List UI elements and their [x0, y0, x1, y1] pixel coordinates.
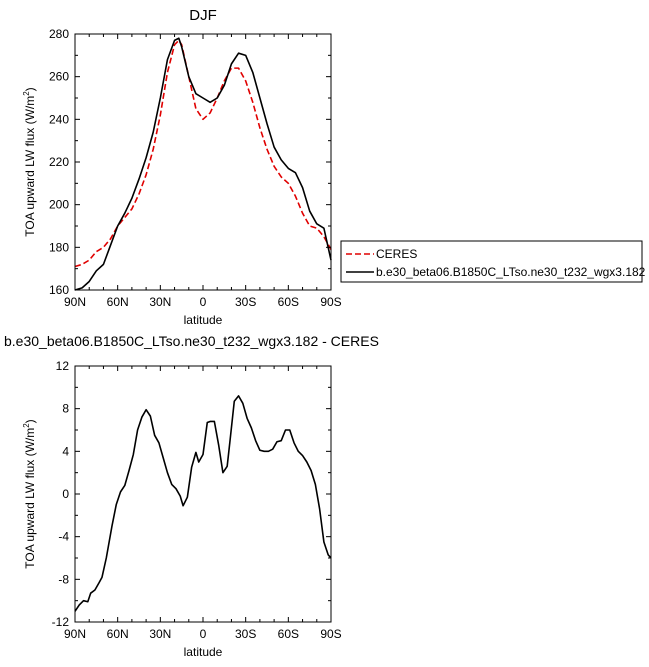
x-tick-label: 0 — [200, 627, 207, 641]
legend-box — [340, 240, 643, 283]
chart-title: b.e30_beta06.B1850C_LTso.ne30_t232_wgx3.… — [4, 333, 379, 349]
y-tick-label: 0 — [62, 487, 69, 501]
y-tick-label: 8 — [62, 402, 69, 416]
y-tick-label: 220 — [49, 155, 69, 169]
plot-frame — [74, 33, 332, 291]
y-tick-label: 200 — [49, 198, 69, 212]
y-axis-label-end: ) — [23, 87, 37, 91]
chart-panel-2: b.e30_beta06.B1850C_LTso.ne30_t232_wgx3.… — [4, 333, 379, 659]
y-tick-label: 180 — [49, 240, 69, 254]
x-tick-label: 90N — [64, 295, 86, 309]
x-tick-label: 90S — [320, 627, 341, 641]
legend: CERES b.e30_beta06.B1850C_LTso.ne30_t232_… — [340, 240, 646, 283]
x-tick-label: 30N — [149, 627, 171, 641]
chart-title: DJF — [189, 7, 217, 24]
y-tick-label: -12 — [52, 615, 70, 629]
legend-label: CERES — [376, 247, 417, 261]
series-line-ceres — [74, 39, 332, 268]
y-tick-label: 240 — [49, 112, 69, 126]
y-tick-label: 12 — [56, 359, 70, 373]
y-tick-label: 4 — [62, 444, 69, 458]
series-line-1 — [74, 395, 332, 612]
y-axis-label-end: ) — [23, 419, 37, 423]
y-axis-label-main: TOA upward LW flux (W/m — [23, 96, 37, 237]
y-tick-label: 280 — [49, 27, 69, 41]
series-line-b-e30-beta06-b1850c-ltso-ne30-t232-wgx3-182 — [74, 37, 332, 291]
y-axis-label-main: TOA upward LW flux (W/m — [23, 428, 37, 569]
y-tick-label: -4 — [58, 530, 69, 544]
x-tick-label: 90N — [64, 627, 86, 641]
x-tick-label: 30N — [149, 295, 171, 309]
y-tick-label: -8 — [58, 572, 69, 586]
x-tick-label: 0 — [200, 295, 207, 309]
x-axis-label: latitude — [184, 645, 223, 659]
x-axis-label: latitude — [184, 313, 223, 327]
plot-frame — [74, 365, 332, 623]
y-tick-label: 260 — [49, 70, 69, 84]
y-axis-label-superscript: 2 — [22, 423, 31, 428]
x-tick-label: 30S — [235, 627, 256, 641]
x-tick-label: 30S — [235, 295, 256, 309]
x-tick-label: 60N — [107, 295, 129, 309]
x-tick-label: 60N — [107, 627, 129, 641]
y-axis-label: TOA upward LW flux (W/m2) — [22, 87, 37, 236]
chart-panel-1: DJF 90N 60N 30N 0 30S 60S 90S 160 180 200 220 240 260… — [22, 7, 646, 327]
legend-label: b.e30_beta06.B1850C_LTso.ne30_t232_wgx3.… — [376, 265, 646, 279]
y-axis-label-superscript: 2 — [22, 91, 31, 96]
y-axis-label: TOA upward LW flux (W/m2) — [22, 419, 37, 568]
x-tick-label: 90S — [320, 295, 341, 309]
x-tick-label: 60S — [278, 295, 299, 309]
y-tick-label: 160 — [49, 283, 69, 297]
x-tick-label: 60S — [278, 627, 299, 641]
